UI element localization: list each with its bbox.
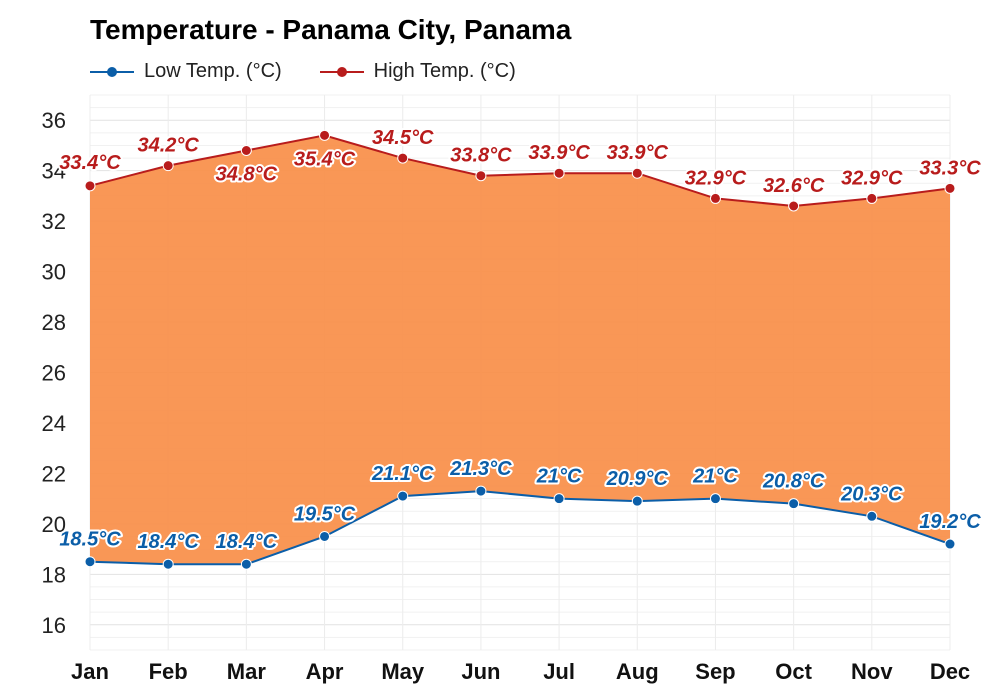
y-tick-label: 36	[42, 108, 66, 133]
low-temp-point-jun	[475, 485, 487, 497]
chart-legend: Low Temp. (°C) High Temp. (°C)	[88, 60, 552, 83]
low-temp-line	[89, 490, 951, 566]
x-tick-label-jun: Jun	[461, 659, 500, 684]
high-temp-label-jan: 33.4°C	[59, 152, 121, 174]
low-temp-label-may: 21.1°C	[371, 463, 434, 485]
x-tick-label-dec: Dec	[930, 659, 970, 684]
high-temp-point-may	[397, 152, 409, 164]
low-temp-point-mar	[240, 558, 252, 570]
high-temp-point-jan	[84, 180, 96, 192]
y-tick-label: 20	[42, 512, 66, 537]
low-temp-label-oct: 20.8°C	[762, 471, 825, 493]
legend-label-high: High Temp. (°C)	[373, 60, 516, 82]
low-temp-point-may	[397, 490, 409, 502]
high-temp-line	[89, 134, 951, 208]
low-temp-point-apr	[319, 530, 331, 542]
high-temp-point-nov	[866, 192, 878, 204]
x-tick-label-jan: Jan	[71, 659, 109, 684]
legend-label-low: Low Temp. (°C)	[144, 60, 282, 82]
legend-item-high[interactable]: High Temp. (°C)	[318, 60, 516, 83]
low-temp-label-aug: 20.9°C	[606, 468, 669, 490]
x-tick-label-mar: Mar	[227, 659, 267, 684]
low-temp-point-sep	[709, 493, 721, 505]
low-temp-label-nov: 20.3°C	[840, 483, 903, 505]
high-temp-point-mar	[240, 145, 252, 156]
legend-swatch-low	[90, 66, 134, 77]
x-tick-label-jul: Jul	[543, 659, 575, 684]
low-temp-label-sep: 21°C	[692, 466, 738, 488]
x-tick-label-sep: Sep	[695, 659, 735, 684]
y-tick-label: 34	[42, 159, 66, 184]
y-tick-label: 16	[42, 613, 66, 638]
legend-item-low[interactable]: Low Temp. (°C)	[88, 60, 282, 83]
low-temp-label-dec: 19.2°C	[919, 511, 981, 533]
temperature-range-area	[90, 135, 950, 565]
y-tick-label: 22	[42, 461, 66, 486]
high-temp-label-sep: 32.9°C	[685, 167, 747, 189]
x-tick-label-nov: Nov	[851, 659, 893, 684]
x-tick-label-feb: Feb	[149, 659, 188, 684]
high-temp-point-jul	[553, 167, 565, 179]
high-temp-label-nov: 32.9°C	[841, 167, 903, 189]
high-temp-label-dec: 33.3°C	[919, 157, 981, 179]
y-tick-label: 28	[42, 310, 66, 335]
high-temp-label-apr: 35.4°C	[294, 148, 356, 170]
x-tick-label-aug: Aug	[616, 659, 659, 684]
low-temp-label-jun: 21.3°C	[449, 458, 512, 480]
low-temp-point-oct	[788, 498, 800, 510]
low-temp-point-aug	[631, 495, 643, 507]
high-temp-point-apr	[319, 129, 331, 141]
low-temp-point-jan	[84, 556, 96, 568]
high-temp-point-sep	[709, 192, 721, 204]
low-temp-label-jul: 21°C	[536, 466, 582, 488]
legend-swatch-high	[319, 66, 364, 77]
high-temp-point-aug	[631, 167, 643, 179]
x-tick-label-apr: Apr	[306, 659, 344, 684]
y-tick-label: 32	[42, 209, 66, 234]
low-temp-label-apr: 19.5°C	[294, 503, 356, 525]
high-temp-label-jun: 33.8°C	[450, 145, 512, 167]
high-temp-point-dec	[944, 182, 956, 194]
low-temp-point-feb	[162, 558, 174, 570]
high-temp-point-feb	[162, 160, 174, 172]
high-temp-label-mar: 34.8°C	[216, 164, 278, 186]
high-temp-label-feb: 34.2°C	[137, 135, 199, 157]
y-tick-label: 30	[42, 260, 66, 285]
x-tick-label-may: May	[381, 659, 425, 684]
high-temp-point-jun	[475, 170, 487, 182]
high-temp-label-may: 34.5°C	[372, 127, 434, 149]
chart-title: Temperature - Panama City, Panama	[90, 14, 572, 45]
low-temp-point-dec	[944, 538, 956, 550]
y-tick-label: 18	[42, 562, 66, 587]
y-tick-label: 24	[42, 411, 66, 436]
low-temp-label-feb: 18.4°C	[137, 531, 199, 553]
x-tick-label-oct: Oct	[775, 659, 812, 684]
high-temp-label-aug: 33.9°C	[607, 142, 669, 164]
low-temp-point-jul	[553, 493, 565, 505]
y-tick-label: 26	[42, 361, 66, 386]
high-temp-label-oct: 32.6°C	[763, 175, 825, 197]
high-temp-point-oct	[788, 200, 800, 212]
low-temp-label-mar: 18.4°C	[216, 531, 278, 553]
low-temp-point-nov	[866, 510, 878, 522]
low-temp-label-jan: 18.5°C	[59, 529, 121, 551]
high-temp-label-jul: 33.9°C	[528, 142, 590, 164]
